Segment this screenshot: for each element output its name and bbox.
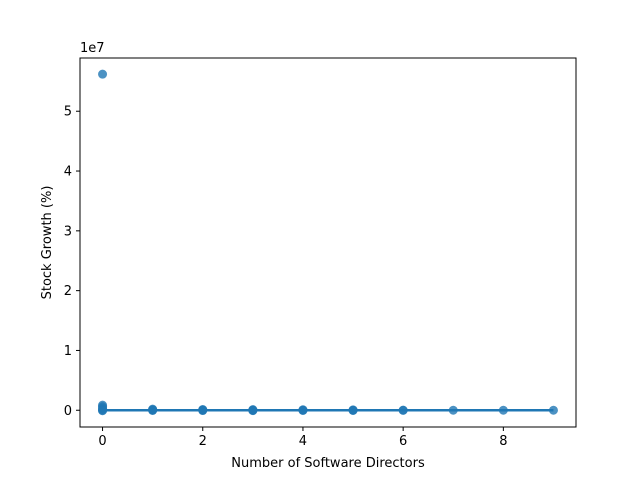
y-tick-label: 4: [64, 165, 72, 180]
scatter-point: [98, 406, 108, 416]
scatter-point: [548, 405, 558, 415]
scatter-point: [148, 405, 158, 415]
y-tick-label: 0: [64, 404, 72, 419]
x-tick-label: 4: [299, 434, 307, 449]
x-tick-label: 6: [399, 434, 407, 449]
x-axis-label: Number of Software Directors: [231, 456, 425, 471]
scatter-point: [398, 405, 408, 415]
scatter-point: [198, 406, 208, 416]
y-tick-label: 3: [64, 224, 72, 239]
y-tick-label: 1: [64, 344, 72, 359]
y-tick-label: 5: [64, 105, 72, 120]
y-tick-label: 2: [64, 284, 72, 299]
y-axis-label: Stock Growth (%): [40, 186, 55, 300]
scatter-point: [298, 405, 308, 415]
scatter-point: [98, 69, 108, 79]
x-tick-label: 2: [199, 434, 207, 449]
marks-layer: [98, 69, 558, 416]
y-axis-ticks: 0 1 2 3 4 5: [64, 105, 80, 419]
plot-frame: [79, 57, 577, 428]
scatter-point: [448, 405, 458, 415]
x-tick-label: 8: [499, 434, 507, 449]
scatter-point: [248, 406, 258, 416]
x-axis-ticks: 0 2 4 6 8: [98, 427, 507, 449]
y-offset-label: 1e7: [80, 41, 105, 56]
scatter-point: [498, 405, 508, 415]
scatter-point: [348, 405, 358, 415]
x-tick-label: 0: [98, 434, 106, 449]
